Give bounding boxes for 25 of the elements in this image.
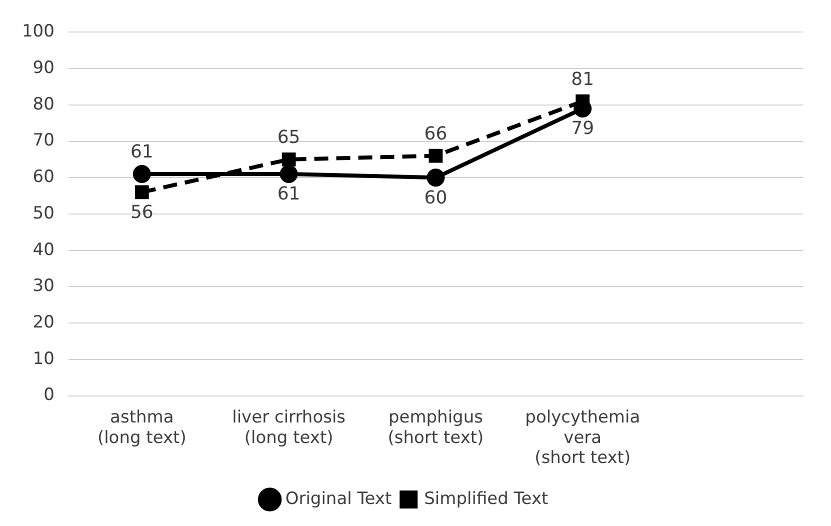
y-tick-label: 60 xyxy=(32,167,54,188)
y-tick-label: 10 xyxy=(32,348,54,369)
data-label: 61 xyxy=(277,184,300,205)
y-tick-label: 80 xyxy=(32,94,54,114)
data-label: 65 xyxy=(277,127,300,148)
x-tick-label: polycythemia vera (short text) xyxy=(525,407,640,468)
data-label: 61 xyxy=(130,142,154,163)
y-tick-label: 20 xyxy=(32,312,54,332)
x-tick-label: liver cirrhosis (long text) xyxy=(232,407,346,448)
y-tick-label: 100 xyxy=(22,22,54,42)
y-tick-label: 40 xyxy=(32,240,54,260)
data-label: 66 xyxy=(424,123,448,144)
y-tick-label: 30 xyxy=(32,276,54,296)
y-tick-label: 50 xyxy=(32,203,54,224)
y-tick-label: 0 xyxy=(44,385,54,406)
data-label: 79 xyxy=(571,118,594,140)
data-label: 56 xyxy=(130,202,154,223)
y-tick-label: 90 xyxy=(32,58,54,78)
x-tick-label: asthma (long text) xyxy=(97,407,186,448)
data-label: 60 xyxy=(424,187,448,208)
legend-label: Simplified Text xyxy=(424,488,549,509)
legend-label: Original Text xyxy=(285,488,392,509)
y-tick-label: 70 xyxy=(32,130,54,151)
data-label: 81 xyxy=(571,68,594,90)
x-tick-label: pemphigus (short text) xyxy=(388,407,484,448)
